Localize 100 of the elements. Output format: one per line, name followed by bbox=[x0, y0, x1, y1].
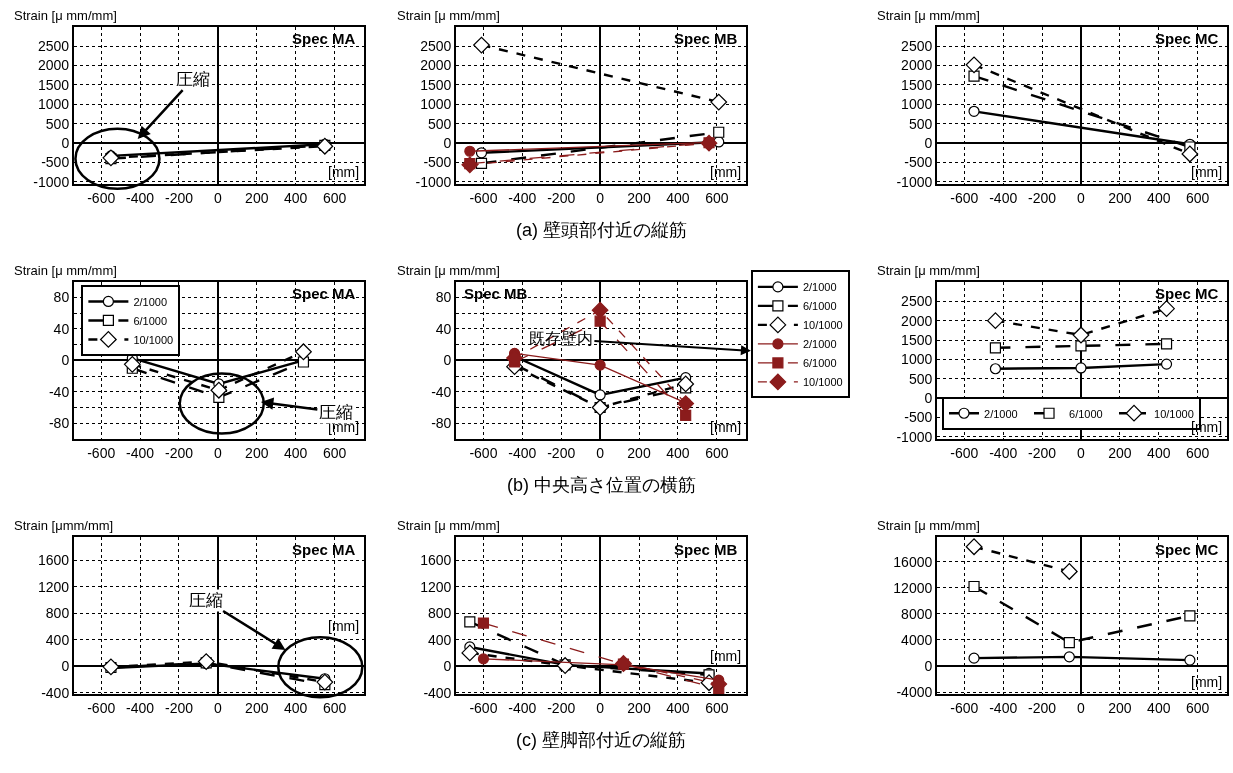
y-axis-title: Strain [μ mm/mm] bbox=[14, 8, 117, 23]
y-axis-title: Strain [μmm/mm] bbox=[14, 518, 114, 533]
x-tick-label: 200 bbox=[245, 444, 269, 461]
x-tick-label: -600 bbox=[469, 699, 498, 716]
x-tick-label: -400 bbox=[126, 444, 155, 461]
y-tick-label: 2000 bbox=[901, 312, 933, 329]
annotation: 圧縮 bbox=[189, 591, 223, 610]
x-tick-label: 200 bbox=[245, 189, 269, 206]
x-tick-label: 600 bbox=[322, 444, 347, 461]
y-tick-label: 1500 bbox=[420, 76, 452, 93]
y-tick-label: 80 bbox=[53, 289, 70, 306]
y-tick-label: 40 bbox=[435, 320, 452, 337]
x-tick-label: 200 bbox=[627, 444, 651, 461]
x-tick-label: 400 bbox=[1147, 189, 1171, 206]
x-tick-label: 0 bbox=[213, 699, 222, 716]
x-tick-label: -400 bbox=[508, 189, 537, 206]
legend-label: 10/1000 bbox=[802, 319, 843, 332]
y-tick-label: 1000 bbox=[38, 96, 70, 113]
x-tick-label: 400 bbox=[666, 189, 690, 206]
y-tick-label: 1200 bbox=[38, 578, 70, 595]
y-tick-label: -500 bbox=[423, 154, 452, 171]
legend-label: 6/1000 bbox=[802, 357, 837, 370]
x-tick-label: 200 bbox=[627, 699, 651, 716]
x-tick-label: 200 bbox=[1108, 189, 1132, 206]
y-tick-label: -500 bbox=[904, 409, 933, 426]
x-tick-label: 400 bbox=[666, 699, 690, 716]
x-tick-label: -600 bbox=[469, 444, 498, 461]
x-tick-label: 0 bbox=[596, 189, 605, 206]
y-tick-label: 40 bbox=[53, 320, 70, 337]
x-tick-label: -400 bbox=[989, 444, 1018, 461]
x-tick-label: 600 bbox=[705, 444, 729, 461]
legend-label: 10/1000 bbox=[133, 333, 174, 346]
y-tick-label: 0 bbox=[61, 352, 70, 369]
x-tick-label: -600 bbox=[87, 699, 116, 716]
y-tick-label: 400 bbox=[428, 631, 452, 648]
y-axis-title: Strain [μ mm/mm] bbox=[877, 518, 980, 533]
y-tick-label: 1200 bbox=[420, 578, 452, 595]
legend-label: 6/1000 bbox=[802, 300, 837, 313]
chart-title: Spec MC bbox=[1155, 30, 1219, 47]
x-tick-label: -200 bbox=[164, 699, 194, 716]
x-tick-label: -600 bbox=[950, 444, 979, 461]
x-tick-label: -200 bbox=[1028, 189, 1057, 206]
y-tick-label: 1500 bbox=[901, 76, 933, 93]
x-tick-label: -400 bbox=[508, 444, 537, 461]
y-tick-label: -40 bbox=[431, 383, 452, 400]
y-tick-label: 1000 bbox=[901, 96, 933, 113]
x-tick-label: 600 bbox=[1185, 189, 1210, 206]
y-tick-label: 1000 bbox=[901, 351, 933, 368]
text: (c) 壁脚部付近の縦筋 bbox=[516, 730, 686, 750]
x-tick-label: 0 bbox=[213, 444, 222, 461]
x-tick-label: -600 bbox=[87, 444, 116, 461]
chart-title: Spec MB bbox=[674, 30, 738, 47]
y-tick-label: 2500 bbox=[38, 38, 70, 55]
legend-label: 10/1000 bbox=[1154, 407, 1194, 420]
y-tick-label: 500 bbox=[908, 115, 933, 132]
y-axis-title: Strain [μ mm/mm] bbox=[14, 263, 117, 278]
x-tick-label: 600 bbox=[322, 189, 347, 206]
x-tick-label: 600 bbox=[1185, 444, 1210, 461]
x-tick-label: -200 bbox=[164, 444, 194, 461]
x-tick-label: 600 bbox=[705, 189, 729, 206]
x-tick-label: 200 bbox=[627, 189, 651, 206]
y-tick-label: 12000 bbox=[893, 579, 933, 596]
legend-label: 6/1000 bbox=[1069, 407, 1103, 420]
annotation: 圧縮 bbox=[176, 70, 210, 89]
y-tick-label: 0 bbox=[61, 658, 70, 675]
y-tick-label: 8000 bbox=[901, 605, 933, 622]
y-axis-title: Strain [μ mm/mm] bbox=[397, 8, 500, 23]
y-tick-label: 500 bbox=[428, 115, 452, 132]
x-tick-label: -400 bbox=[989, 189, 1018, 206]
x-tick-label: 0 bbox=[596, 699, 605, 716]
y-tick-label: -4000 bbox=[896, 683, 933, 700]
x-tick-label: 0 bbox=[213, 189, 222, 206]
y-tick-label: 0 bbox=[443, 135, 452, 152]
x-tick-label: 400 bbox=[666, 444, 690, 461]
y-tick-label: 1600 bbox=[420, 552, 452, 569]
x-tick-label: 400 bbox=[283, 699, 308, 716]
y-tick-label: -40 bbox=[48, 383, 70, 400]
x-axis-title: [mm] bbox=[328, 419, 360, 435]
y-tick-label: 1500 bbox=[901, 331, 933, 348]
y-tick-label: 400 bbox=[45, 631, 70, 648]
x-tick-label: -600 bbox=[87, 189, 116, 206]
chart-title: Spec MC bbox=[1155, 541, 1219, 558]
y-tick-label: 0 bbox=[443, 658, 452, 675]
x-tick-label: -600 bbox=[469, 189, 498, 206]
x-axis-title: [mm] bbox=[1191, 164, 1223, 180]
y-axis-title: Strain [μ mm/mm] bbox=[877, 8, 980, 23]
x-axis-title: [mm] bbox=[328, 164, 360, 180]
x-tick-label: 0 bbox=[1077, 444, 1086, 461]
x-axis-title: [mm] bbox=[710, 648, 742, 664]
legend-label: 2/1000 bbox=[802, 281, 837, 294]
y-tick-label: 2500 bbox=[901, 293, 933, 310]
x-tick-label: -200 bbox=[547, 444, 576, 461]
x-tick-label: -400 bbox=[989, 699, 1018, 716]
text: (a) 壁頭部付近の縦筋 bbox=[516, 220, 687, 240]
y-tick-label: 1500 bbox=[38, 76, 70, 93]
x-tick-label: 600 bbox=[705, 699, 729, 716]
chart-title: Spec MB bbox=[674, 541, 738, 558]
y-tick-label: 0 bbox=[443, 352, 452, 369]
chart-title: Spec MC bbox=[1155, 285, 1219, 302]
y-tick-label: -500 bbox=[904, 154, 933, 171]
